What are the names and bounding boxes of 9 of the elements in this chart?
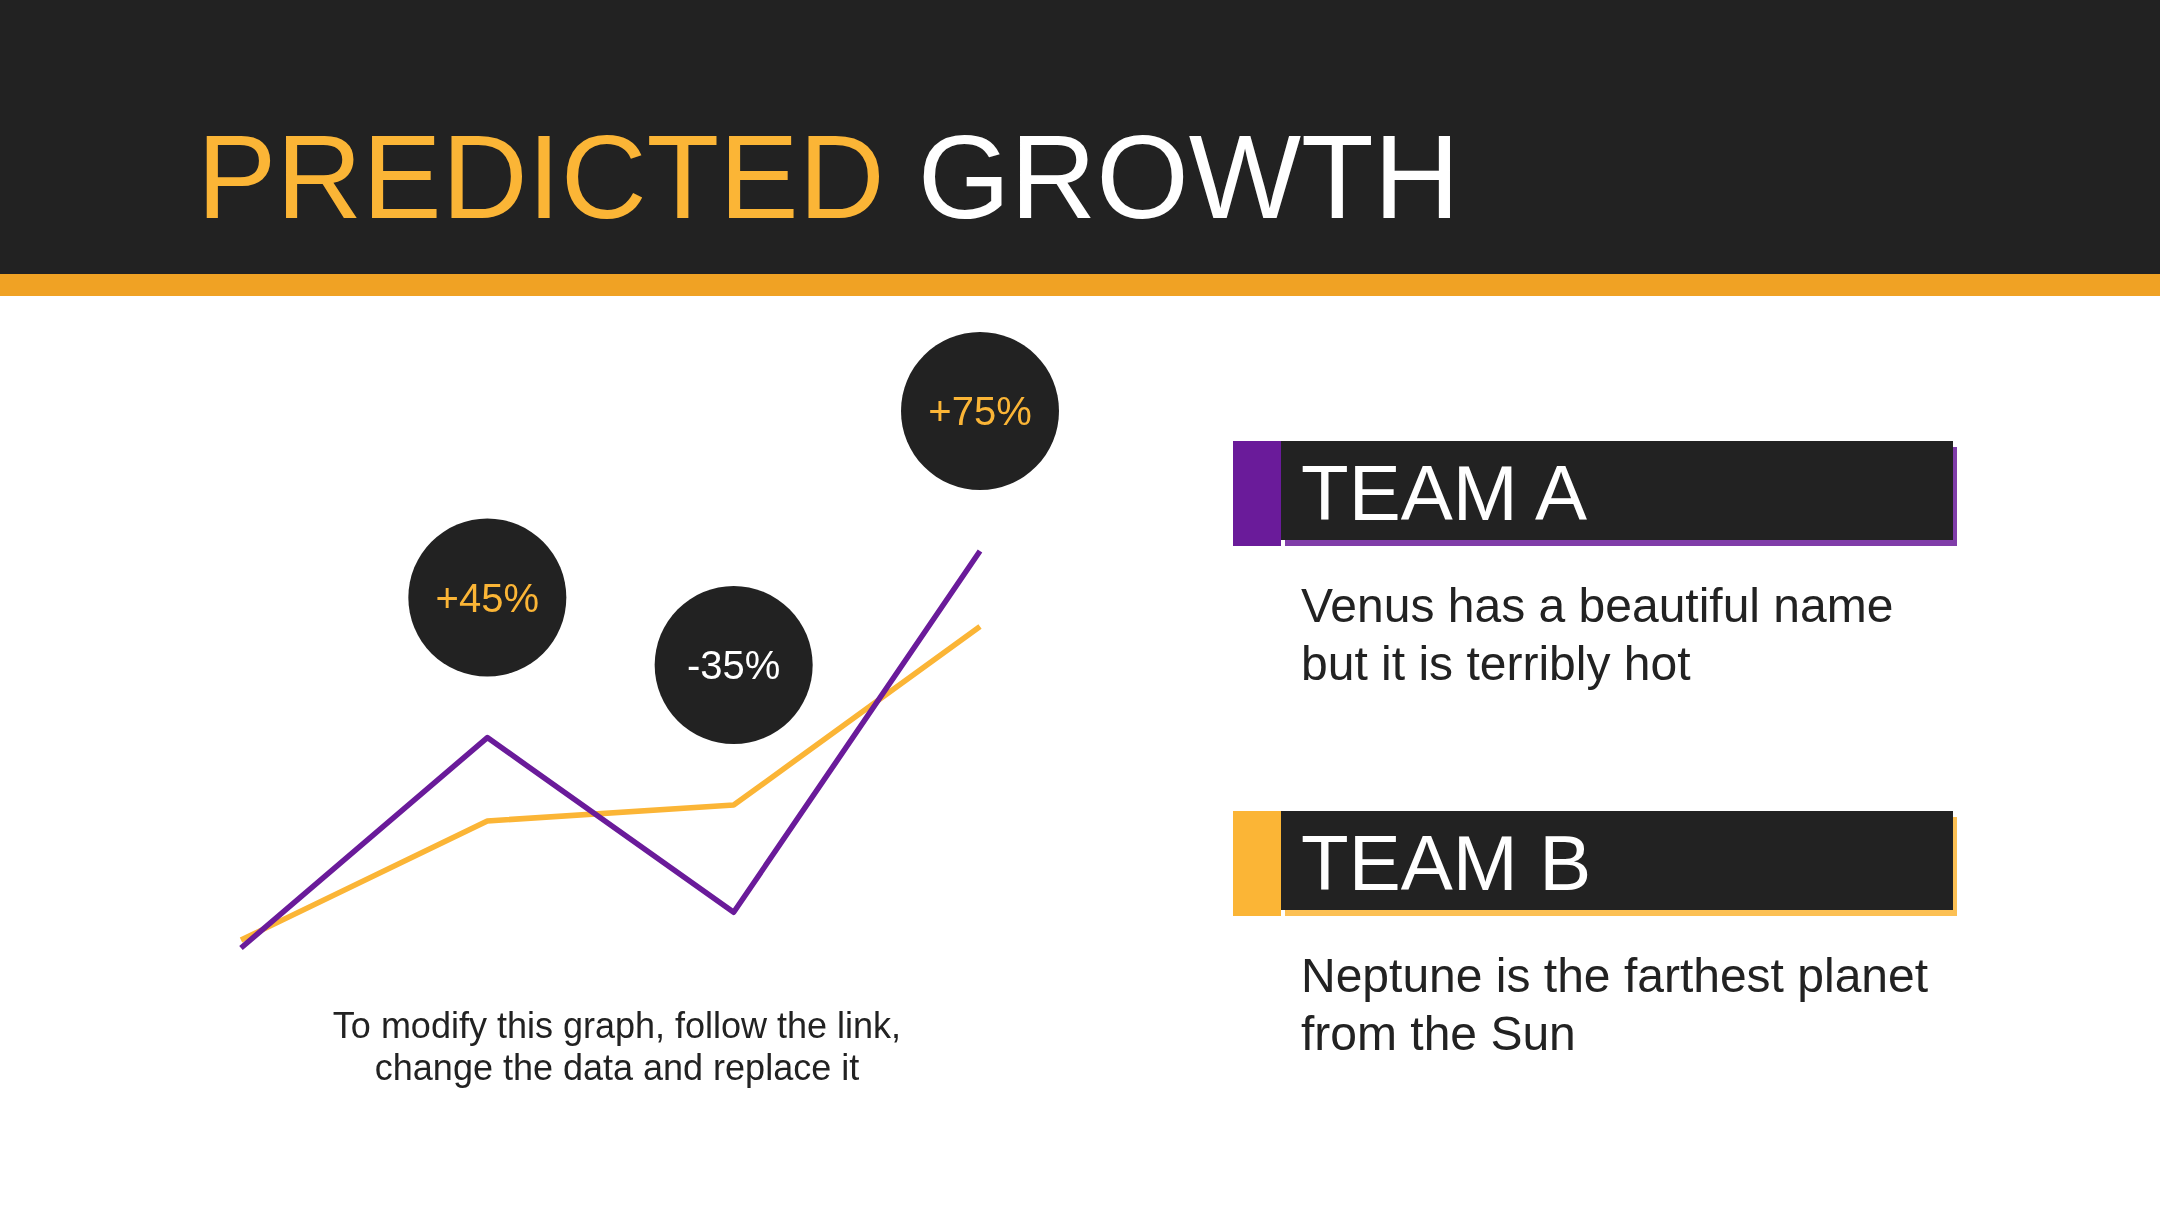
text: Neptune is the farthest planet from the Sun — [1301, 949, 1929, 1060]
text: Venus has a beautiful name but it is terribly hot — [1301, 579, 1894, 690]
text: To modify this graph, follow the link, change the data and replace it — [332, 1005, 902, 1088]
legend-label: TEAM A — [1301, 449, 1588, 537]
annotation: -35% — [686, 643, 781, 688]
annotation: +75% — [928, 389, 1032, 433]
annotation: +45% — [435, 575, 540, 620]
legend-label: TEAM B — [1301, 819, 1592, 907]
chart-title: PREDICTED GROWTH — [197, 110, 1460, 243]
